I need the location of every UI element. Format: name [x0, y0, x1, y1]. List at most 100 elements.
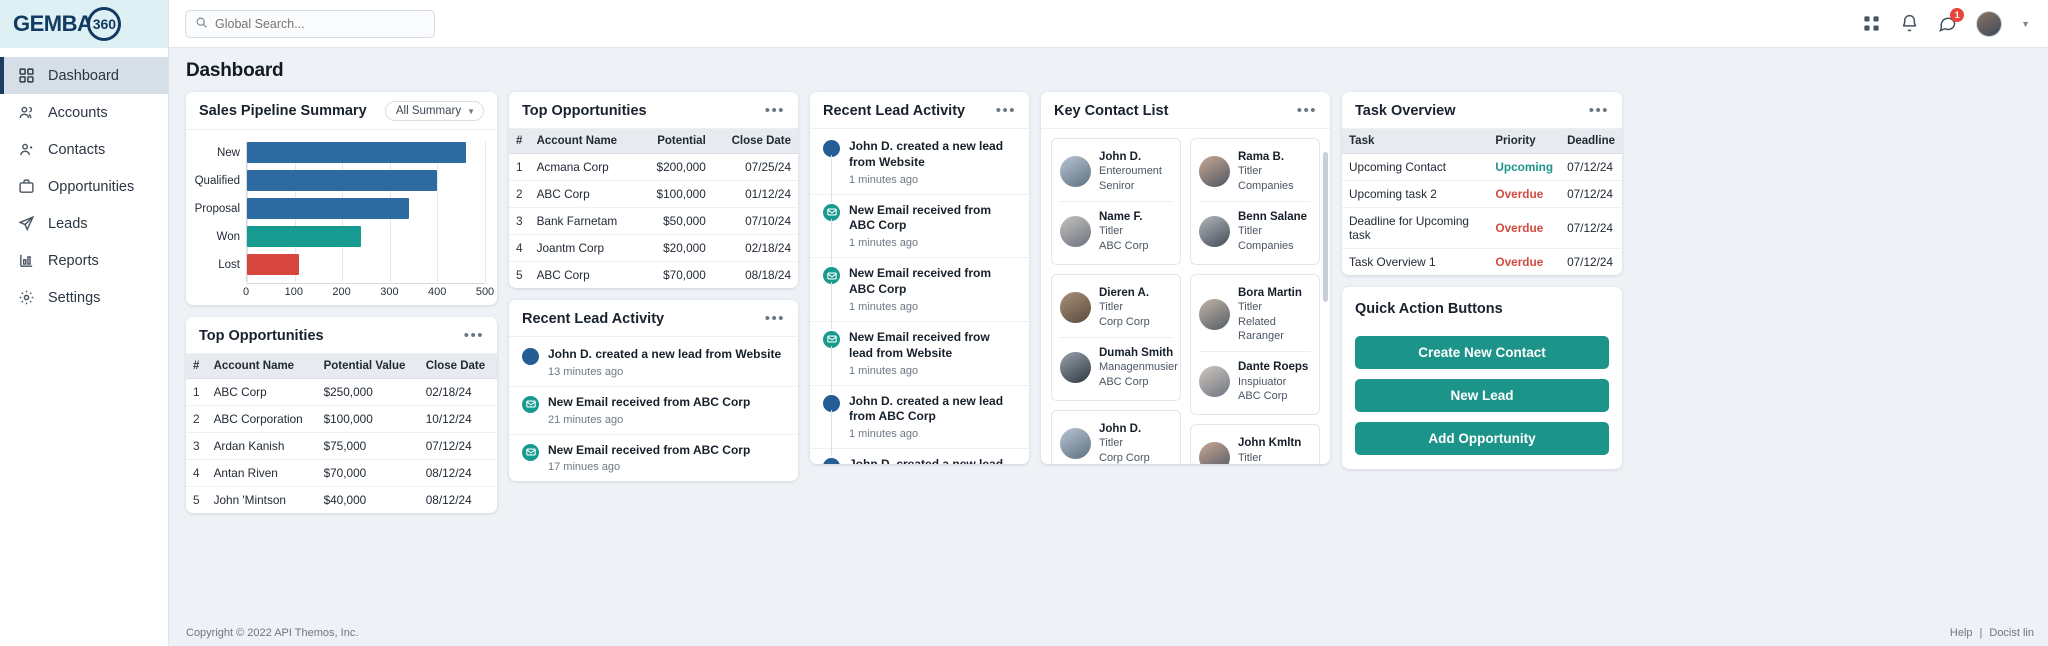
table-row[interactable]: 2 ABC Corporation $100,000 10/12/24 — [186, 405, 497, 433]
sales-pipeline-card: Sales Pipeline Summary All Summary ▼ New… — [186, 92, 497, 305]
table-cell: ABC Corporation — [206, 405, 317, 433]
activity-timestamp: 1 minutes ago — [849, 428, 919, 441]
quick-actions-card: Quick Action Buttons Create New Contact N… — [1342, 287, 1622, 469]
more-options-icon[interactable]: ••• — [1296, 102, 1317, 119]
table-row[interactable]: 1 Acmana Corp $200,000 07/25/24 — [509, 153, 798, 181]
list-item[interactable]: New Email received from ABC Corp 17 minue… — [509, 435, 798, 482]
list-item[interactable]: New Email received from ABC Corp 1 minute… — [810, 195, 1029, 266]
list-item[interactable]: John D. created a new lead from ABC Corp… — [810, 386, 1029, 457]
messages-icon[interactable]: 1 — [1938, 8, 1965, 33]
table-row[interactable]: Upcoming Contact Upcoming 07/12/24 — [1342, 153, 1622, 181]
list-item[interactable]: New Email received from ABC Corp 21 minut… — [509, 387, 798, 435]
list-item[interactable]: John D. Titler Corp Corp — [1060, 418, 1172, 464]
chart-bar[interactable] — [247, 254, 300, 275]
list-item[interactable]: Name F. Titler ABC Corp — [1060, 200, 1172, 257]
list-item[interactable]: New Email received frow lead from Websit… — [810, 322, 1029, 393]
table-cell: 02/18/24 — [712, 234, 798, 262]
sidebar-item-accounts[interactable]: Accounts — [0, 94, 168, 131]
sidebar-item-leads[interactable]: Leads — [0, 205, 168, 242]
summary-filter-select[interactable]: All Summary ▼ — [384, 101, 484, 121]
list-item[interactable]: John D. Enteroument Seniror — [1060, 146, 1172, 197]
apps-grid-icon[interactable] — [1862, 14, 1881, 33]
more-options-icon[interactable]: ••• — [995, 102, 1016, 119]
table-cell: 08/12/24 — [418, 459, 497, 487]
table-row[interactable]: 1 ABC Corp $250,000 02/18/24 — [186, 378, 497, 406]
task-deadline: 07/12/24 — [1560, 207, 1622, 249]
sidebar-item-settings[interactable]: Settings — [0, 279, 168, 316]
col-index: # — [186, 354, 207, 379]
brand-name: GEMBA — [13, 11, 93, 36]
more-options-icon[interactable]: ••• — [463, 327, 484, 344]
table-row[interactable]: 5 ABC Corp $70,000 08/18/24 — [509, 262, 798, 289]
table-row[interactable]: 3 Ardan Kanish $75,000 07/12/24 — [186, 432, 497, 460]
sidebar-nav: Dashboard Accounts Contacts Opportunitie… — [0, 48, 168, 316]
table-row[interactable]: 4 Antan Riven $70,000 08/12/24 — [186, 459, 497, 487]
table-row[interactable]: 3 Bank Farnetam $50,000 07/10/24 — [509, 207, 798, 235]
table-row[interactable]: Deadline for Upcoming task Overdue 07/12/2… — [1342, 207, 1622, 249]
list-item[interactable]: Benn Salane Titler Companies — [1199, 200, 1311, 257]
sidebar-label: Opportunities — [48, 178, 135, 195]
table-cell: $100,000 — [639, 180, 713, 208]
activity-text: New Email received from ABC Corp — [548, 394, 751, 409]
dashboard-content: Dashboard Sales Pipeline Summary All Sum… — [169, 48, 2048, 646]
list-item[interactable]: New Email received from ABC Corp 1 minute… — [810, 258, 1029, 329]
bell-icon[interactable] — [1900, 14, 1919, 33]
sidebar-label: Reports — [48, 252, 99, 269]
docs-link[interactable]: Docist lin — [1989, 627, 2034, 639]
sidebar-item-opportunities[interactable]: Opportunities — [0, 168, 168, 205]
scrollbar-thumb[interactable] — [1323, 152, 1328, 302]
brand-logo[interactable]: GEMBA 360 — [13, 7, 122, 41]
table-cell: 2 — [509, 180, 530, 208]
list-item[interactable]: John D. created a new lead from Website 1… — [810, 131, 1029, 202]
list-item[interactable]: Dumah Smith Managenmusier ABC Corp — [1060, 336, 1178, 393]
activity-text: New Email received from ABC Corp — [548, 442, 751, 457]
contact-company: Corp Corp — [1099, 451, 1150, 464]
axis-tick-label: 400 — [428, 286, 447, 298]
recent-lead-activity-narrow-card: Recent Lead Activity ••• John D. created… — [810, 92, 1029, 464]
activity-list: John D. created a new lead from Website 1… — [810, 129, 1029, 464]
list-item[interactable]: Rama B. Titler Companies — [1199, 146, 1311, 197]
list-item[interactable]: Dieren A. Titler Corp Corp — [1060, 282, 1172, 333]
list-item[interactable]: Bora Martin Titler Related Raranger — [1199, 282, 1311, 347]
contact-name: John Kmltn — [1238, 437, 1302, 450]
table-row[interactable]: 2 ABC Corp $100,000 01/12/24 — [509, 180, 798, 208]
chevron-down-icon[interactable]: ▼ — [2021, 18, 2030, 29]
quick-action-button[interactable]: Create New Contact — [1355, 336, 1609, 369]
quick-action-button[interactable]: New Lead — [1355, 379, 1609, 412]
table-cell: 01/12/24 — [712, 180, 798, 208]
table-cell: ABC Corp — [206, 378, 317, 406]
help-link[interactable]: Help — [1949, 627, 1973, 639]
list-item[interactable]: John D. created a new lead from ABC Corp… — [810, 449, 1029, 464]
table-row[interactable]: 4 Joantm Corp $20,000 02/18/24 — [509, 234, 798, 262]
more-options-icon[interactable]: ••• — [1588, 102, 1609, 119]
grid-icon — [18, 67, 35, 84]
table-row[interactable]: 5 John 'Mintson $40,000 08/12/24 — [186, 487, 497, 514]
chart-bar[interactable] — [247, 142, 466, 163]
list-item[interactable]: John KmltnTitlerSuhcomieriator — [1199, 432, 1311, 464]
chart-bar[interactable] — [247, 226, 362, 247]
more-options-icon[interactable]: ••• — [764, 310, 785, 327]
sidebar-item-contacts[interactable]: Contacts — [0, 131, 168, 168]
chart-bar[interactable] — [247, 170, 438, 191]
quick-action-button[interactable]: Add Opportunity — [1355, 422, 1609, 455]
avatar — [1199, 215, 1230, 247]
search-box[interactable] — [185, 9, 435, 38]
sidebar-item-reports[interactable]: Reports — [0, 242, 168, 279]
contact-title: Managenmusier — [1099, 361, 1178, 374]
list-item[interactable]: John D. created a new lead from Website 1… — [509, 339, 798, 387]
chart-bar[interactable] — [247, 198, 409, 219]
search-input[interactable] — [215, 16, 425, 31]
table-cell: ABC Corp — [529, 180, 640, 208]
card-header: Top Opportunities ••• — [509, 92, 798, 129]
table-row[interactable]: Task Overview 1 Overdue 07/12/24 — [1342, 249, 1622, 276]
more-options-icon[interactable]: ••• — [764, 102, 785, 119]
list-item[interactable]: Dante Roeps Inspiuator ABC Corp — [1199, 351, 1311, 407]
contact-title: Titler — [1099, 301, 1124, 314]
task-deadline: 07/12/24 — [1567, 255, 1613, 269]
footer: Copyright © 2022 API Themos, Inc. Help |… — [169, 620, 2048, 646]
contact-name: John D. — [1099, 422, 1142, 435]
table-row[interactable]: Upcoming task 2 Overdue 07/12/24 — [1342, 180, 1622, 208]
sidebar-item-dashboard[interactable]: Dashboard — [0, 57, 168, 94]
avatar[interactable] — [1976, 10, 2003, 37]
sidebar-label: Contacts — [48, 141, 106, 158]
